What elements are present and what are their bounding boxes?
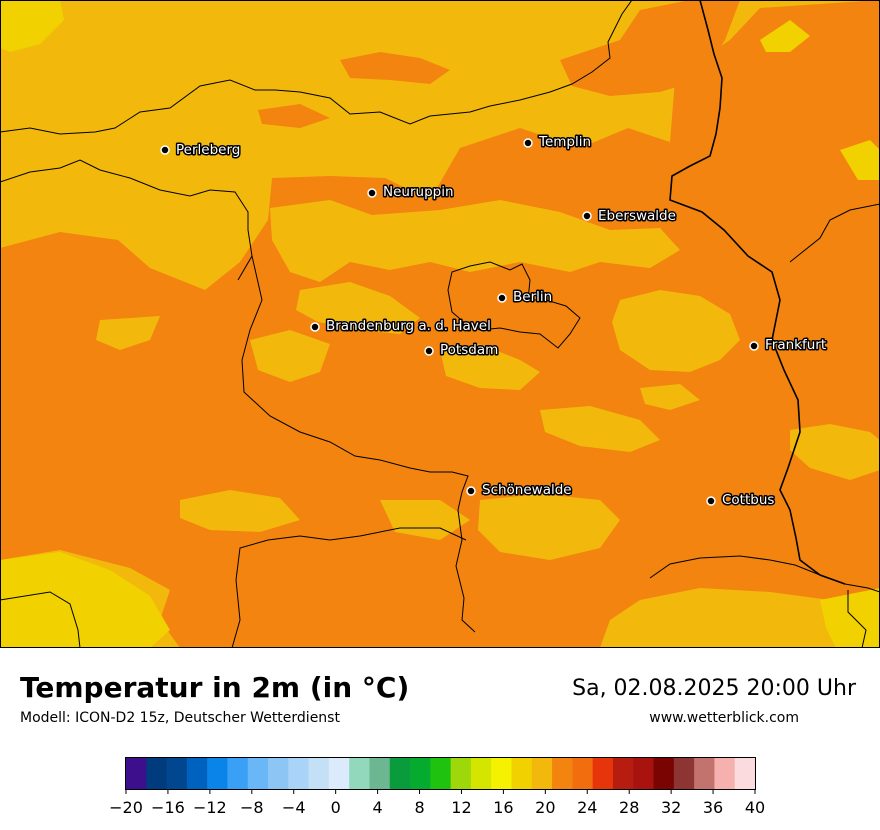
forecast-datetime: Sa, 02.08.2025 20:00 Uhr	[572, 676, 856, 701]
legend-swatch	[531, 758, 553, 789]
legend-swatch	[430, 758, 452, 789]
legend-swatch	[207, 758, 228, 789]
legend-swatch	[673, 758, 695, 789]
legend-tick-label: 32	[661, 798, 681, 817]
temperature-zone-16-18	[0, 0, 880, 648]
legend-tick-label: −20	[109, 798, 143, 817]
city-label: Potsdam	[440, 342, 498, 358]
city-berlin: Berlin	[497, 288, 554, 307]
city-brandenburg: Brandenburg a. d. Havel	[310, 317, 492, 336]
legend-frame	[125, 757, 756, 790]
city-marker	[706, 496, 716, 506]
legend-tick-label: −8	[240, 798, 264, 817]
legend-tick-label: 24	[577, 798, 597, 817]
legend-tick-label: −4	[282, 798, 306, 817]
legend-tick-label: −12	[193, 798, 227, 817]
city-label: Perleberg	[176, 142, 240, 158]
city-marker	[523, 138, 533, 148]
legend-tick-label: 4	[373, 798, 383, 817]
temperature-zone-20-22	[0, 0, 880, 648]
legend-tick-label: 8	[414, 798, 424, 817]
legend-swatch	[308, 758, 330, 789]
legend-swatch	[328, 758, 350, 789]
legend-swatch	[389, 758, 411, 789]
city-templin: Templin	[523, 133, 593, 152]
city-marker	[310, 322, 320, 332]
color-legend: −20 −16 −12 −8 −4 0 4 8 12 16 20 24 28 32 36 40	[109, 757, 765, 817]
legend-swatch	[288, 758, 310, 789]
legend-swatch	[227, 758, 249, 789]
city-label: Neuruppin	[383, 184, 454, 200]
city-marker	[160, 145, 170, 155]
legend-swatch	[612, 758, 634, 789]
legend-swatch	[268, 758, 289, 789]
city-perleberg: Perleberg	[160, 141, 242, 160]
legend-swatch	[592, 758, 614, 789]
berlin-border	[447, 261, 581, 349]
legend-tick-label: 36	[703, 798, 723, 817]
city-frankfurt: Frankfurt	[749, 336, 828, 355]
legend-swatch	[450, 758, 472, 789]
city-schoenewalde: Schönewalde	[466, 481, 573, 500]
legend-swatch	[694, 758, 715, 789]
city-label: Eberswalde	[598, 208, 676, 224]
legend-swatch	[146, 758, 168, 789]
legend-swatch	[410, 758, 431, 789]
legend-swatch	[470, 758, 492, 789]
legend-tick-label: −16	[151, 798, 185, 817]
legend-swatch	[349, 758, 370, 789]
city-label: Brandenburg a. d. Havel	[326, 318, 491, 334]
legend-swatch	[572, 758, 594, 789]
city-neuruppin: Neuruppin	[367, 183, 455, 202]
legend-swatch	[633, 758, 655, 789]
legend-swatch	[166, 758, 188, 789]
legend-swatch	[734, 758, 756, 789]
city-potsdam: Potsdam	[424, 341, 500, 360]
legend-tick-label: 0	[331, 798, 341, 817]
city-marker	[424, 346, 434, 356]
city-marker	[749, 341, 759, 351]
legend-tick-label: 12	[451, 798, 471, 817]
legend-tick-label: 16	[493, 798, 513, 817]
legend-swatch	[491, 758, 513, 789]
city-label: Schönewalde	[482, 482, 572, 498]
city-marker	[582, 211, 592, 221]
legend-swatch	[186, 758, 208, 789]
temperature-map: Perleberg Templin Neuruppin Eberswalde B…	[0, 0, 880, 648]
city-marker	[466, 486, 476, 496]
legend-swatch	[714, 758, 736, 789]
state-borders	[0, 0, 880, 648]
legend-swatch	[247, 758, 269, 789]
national-border	[669, 0, 846, 585]
city-label: Templin	[538, 134, 591, 150]
legend-tick-label: 20	[535, 798, 555, 817]
legend-swatch	[369, 758, 391, 789]
legend-tick-label: 28	[619, 798, 639, 817]
city-label: Frankfurt	[765, 337, 826, 353]
website-link[interactable]: www.wetterblick.com	[649, 710, 799, 726]
legend-swatches	[126, 758, 756, 789]
legend-swatch	[511, 758, 533, 789]
chart-title: Temperatur in 2m (in °C)	[20, 671, 410, 704]
city-eberswalde: Eberswalde	[582, 207, 677, 226]
legend-tick-label: 40	[745, 798, 765, 817]
legend-swatch	[653, 758, 675, 789]
city-marker	[497, 293, 507, 303]
legend-ticks: −20 −16 −12 −8 −4 0 4 8 12 16 20 24 28 32 36 40	[109, 789, 765, 817]
city-cottbus: Cottbus	[706, 491, 776, 510]
city-label: Berlin	[513, 289, 552, 305]
city-label: Cottbus	[722, 492, 774, 508]
city-marker	[367, 188, 377, 198]
legend-swatch	[552, 758, 573, 789]
model-source: Modell: ICON-D2 15z, Deutscher Wetterdie…	[20, 710, 340, 726]
legend-swatch	[126, 758, 147, 789]
